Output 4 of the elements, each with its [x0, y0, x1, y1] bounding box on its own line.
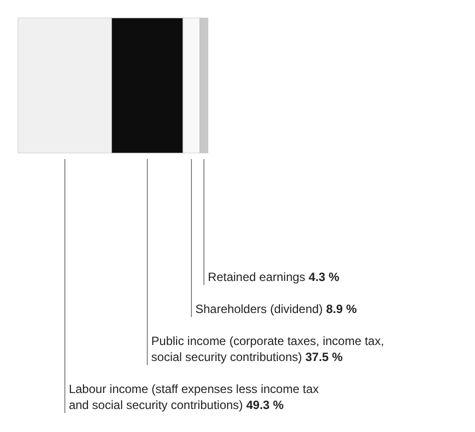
- text: Retained earnings 4.3 %: [208, 270, 340, 284]
- text: Shareholders (dividend) 8.9 %: [195, 302, 358, 316]
- text: Public income (corporate taxes, income tax, social security contributions) 37.5 %: [151, 334, 384, 364]
- text: Labour income (staff expenses less income tax and social security contributions) 49.3 %: [68, 382, 319, 412]
